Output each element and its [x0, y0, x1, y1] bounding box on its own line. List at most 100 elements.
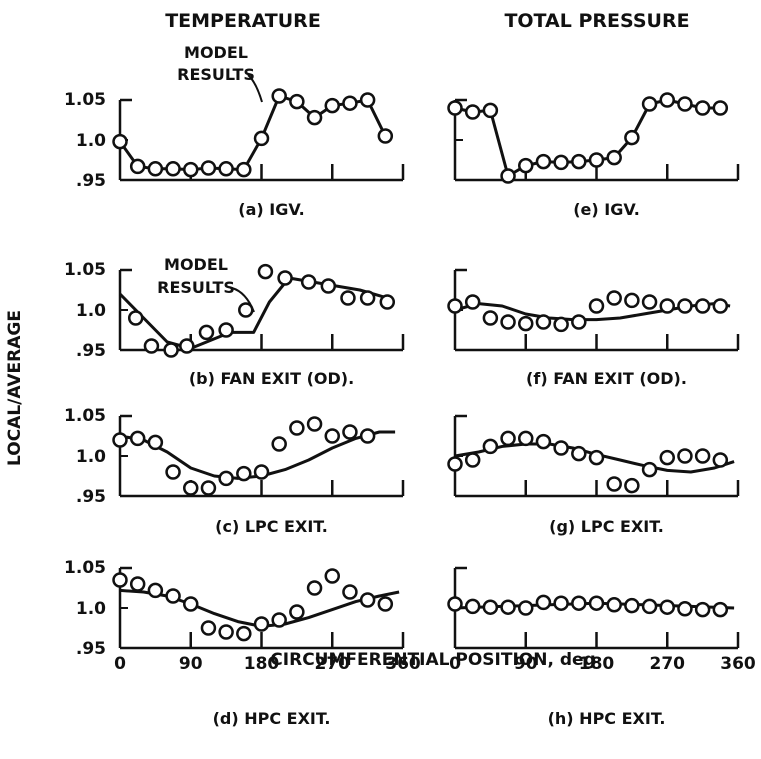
data-point — [200, 620, 217, 636]
data-point — [535, 594, 552, 611]
annotation-leader-a — [247, 74, 263, 103]
data-point — [165, 464, 181, 480]
annotation-line-2: RESULTS — [177, 65, 255, 84]
annotation-b-line-2: RESULTS — [157, 278, 235, 297]
data-point — [571, 314, 587, 330]
data-point — [677, 448, 693, 464]
data-point — [447, 298, 463, 314]
data-point — [553, 595, 569, 611]
panel-caption: (b) FAN EXIT (OD). — [189, 369, 354, 388]
x-tick-label: 0 — [449, 654, 461, 674]
data-point — [253, 616, 270, 632]
data-point — [129, 576, 146, 592]
data-point — [218, 161, 234, 177]
panel-caption: (h) HPC EXIT. — [548, 709, 666, 728]
data-point — [606, 290, 622, 306]
panel-caption: (c) LPC EXIT. — [215, 517, 328, 536]
data-point — [236, 161, 252, 178]
data-point — [588, 152, 605, 168]
data-point — [377, 596, 394, 612]
column-title-temperature: TEMPERATURE — [165, 10, 321, 32]
data-point — [447, 596, 463, 612]
data-point — [143, 338, 160, 354]
x-tick-label: 360 — [720, 654, 756, 674]
x-tick-label: 180 — [579, 654, 615, 674]
data-point — [183, 161, 199, 178]
y-tick-label: .95 — [76, 639, 106, 659]
data-point — [342, 584, 358, 600]
data-point — [147, 434, 164, 451]
data-point — [129, 158, 146, 175]
data-point — [518, 600, 534, 616]
x-tick-label: 270 — [315, 654, 351, 674]
data-point — [340, 290, 356, 306]
y-tick-label: .95 — [76, 341, 106, 361]
data-point — [183, 596, 199, 612]
data-point — [165, 588, 181, 604]
data-point — [112, 572, 128, 588]
data-point — [129, 430, 146, 447]
x-tick-label: 270 — [650, 654, 686, 674]
data-point — [518, 430, 534, 447]
data-point — [447, 456, 463, 472]
data-point — [624, 477, 640, 494]
data-point — [147, 582, 164, 599]
data-point — [553, 154, 569, 171]
x-tick-label: 180 — [244, 654, 280, 674]
x-tick-label: 90 — [179, 654, 203, 674]
panel-caption: (a) IGV. — [238, 200, 304, 219]
data-point — [677, 298, 693, 314]
data-point — [518, 157, 534, 174]
data-point — [641, 96, 658, 112]
data-point — [324, 97, 340, 114]
data-point — [183, 480, 199, 496]
data-point — [641, 294, 658, 310]
data-point — [464, 598, 481, 615]
data-point — [464, 294, 481, 310]
model-line — [118, 276, 388, 350]
data-point — [342, 424, 358, 440]
data-point — [165, 161, 181, 177]
data-point — [659, 599, 675, 615]
data-point — [464, 452, 481, 468]
data-point — [518, 315, 534, 332]
data-point — [500, 314, 516, 330]
data-point — [694, 100, 711, 116]
data-point — [359, 290, 376, 306]
data-point — [588, 449, 605, 466]
y-tick-label: 1.05 — [64, 90, 106, 110]
data-point — [359, 428, 376, 444]
y-tick-label: 1.0 — [76, 131, 106, 151]
data-point — [712, 601, 729, 618]
data-point — [677, 96, 693, 112]
data-point — [606, 149, 622, 166]
data-point — [464, 104, 481, 120]
data-point — [300, 274, 317, 290]
model-line — [118, 94, 387, 172]
data-point — [271, 88, 287, 104]
data-point — [482, 599, 499, 615]
data-point — [482, 310, 499, 326]
data-point — [257, 263, 274, 280]
data-point — [500, 168, 516, 184]
data-point — [198, 324, 215, 341]
data-point — [571, 153, 587, 170]
data-point — [289, 604, 305, 620]
y-tick-label: 1.05 — [64, 406, 106, 426]
data-point — [253, 130, 270, 147]
data-point — [571, 445, 587, 462]
data-point — [535, 433, 552, 450]
data-point — [359, 92, 376, 108]
data-point — [306, 580, 323, 596]
data-point — [218, 470, 234, 487]
data-point — [218, 322, 234, 338]
data-point — [571, 595, 587, 611]
data-point — [588, 298, 605, 314]
data-point — [277, 270, 293, 286]
y-tick-label: 1.05 — [64, 558, 106, 578]
data-point — [289, 93, 305, 110]
panels-group: 1.05 1.0 .95 (a) IGV. 1.05 1.0 .95 (b) FAN EXIT… — [64, 88, 756, 728]
data-point — [588, 595, 605, 611]
data-point — [712, 298, 729, 314]
data-point — [447, 100, 463, 116]
